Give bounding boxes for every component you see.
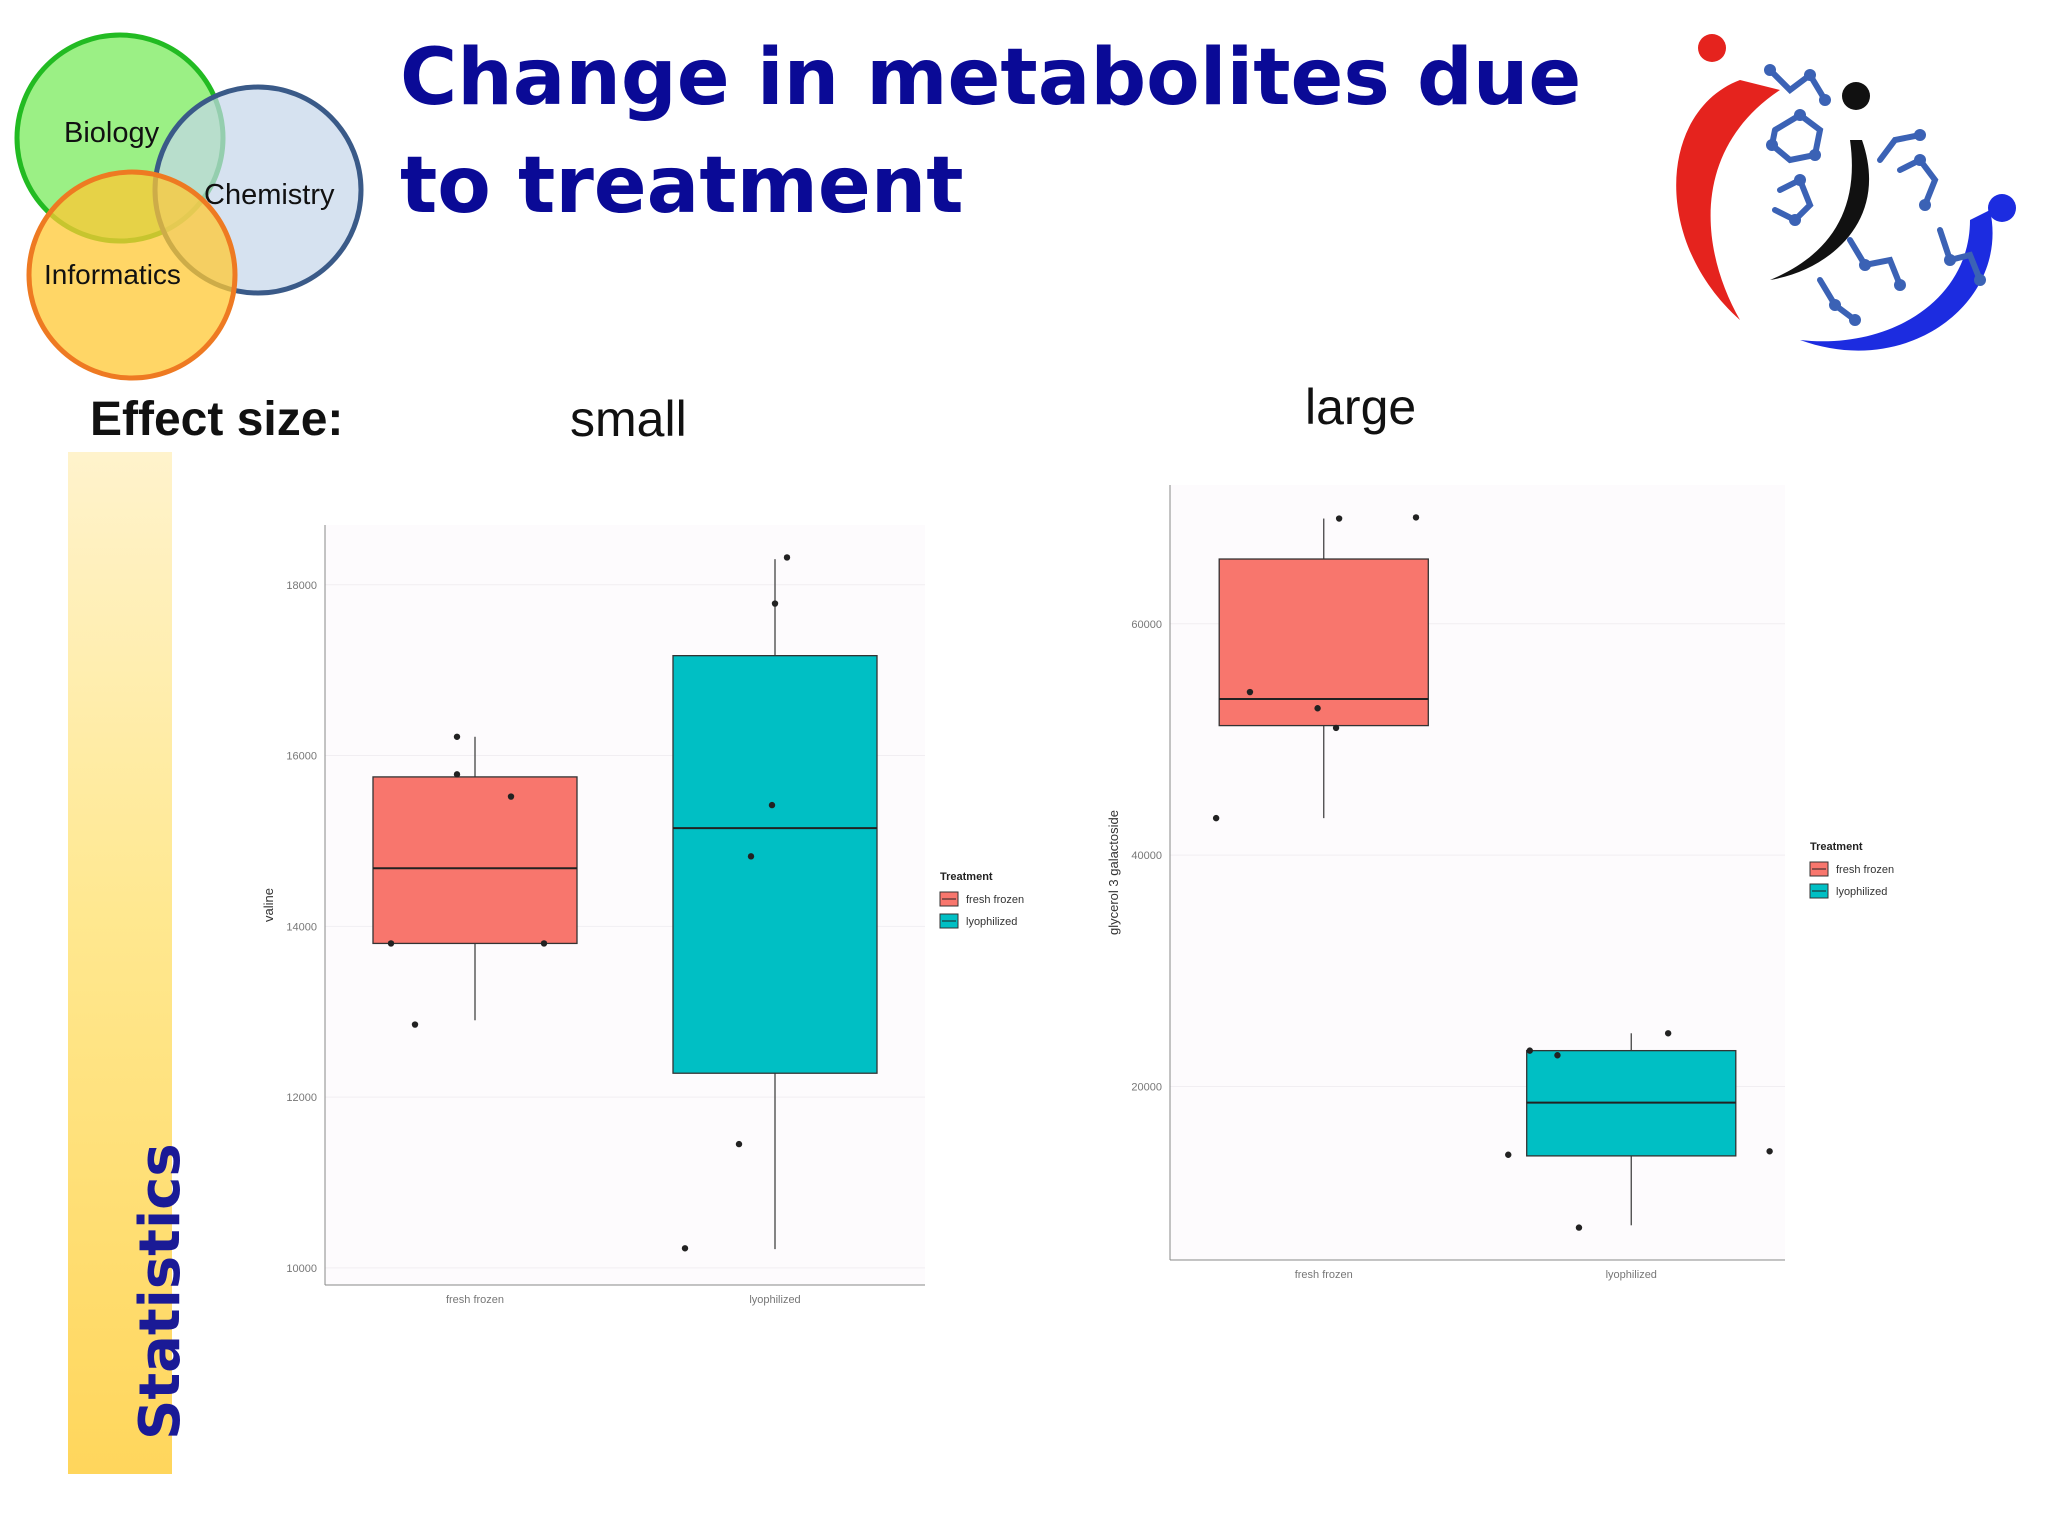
effect-size-label: Effect size:: [90, 393, 344, 446]
y-tick-label: 16000: [286, 751, 317, 763]
data-point: [1412, 514, 1420, 521]
venn-label-chemistry: Chemistry: [204, 179, 335, 211]
statistics-label: Statistics: [128, 1143, 193, 1440]
venn-label-biology: Biology: [64, 117, 160, 149]
slide-title: Change in metabolites due to treatment: [400, 33, 1582, 231]
data-point: [1526, 1047, 1533, 1054]
data-point: [1314, 705, 1321, 712]
data-point: [1335, 515, 1343, 522]
legend-entry: fresh frozen: [966, 894, 1024, 906]
chart-glycerol-galactoside: 20000 40000 60000 glycerol 3 galactoside fre…: [1100, 470, 2020, 1290]
legend-title: Treatment: [1810, 841, 1863, 853]
x-tick-label: fresh frozen: [1295, 1269, 1353, 1281]
molecule-logo: [1676, 34, 2016, 351]
data-point: [540, 940, 548, 947]
data-point: [1212, 814, 1220, 822]
data-point: [735, 1140, 743, 1148]
y-tick-label: 14000: [286, 921, 317, 933]
y-axis-label: valine: [261, 888, 276, 922]
data-point: [1505, 1151, 1512, 1158]
legend-entry: fresh frozen: [1836, 864, 1894, 876]
box-fresh-frozen: [1218, 558, 1429, 727]
venn-diagram: Biology Chemistry Informatics: [14, 32, 364, 381]
data-point: [1766, 1148, 1773, 1155]
data-point: [783, 554, 791, 561]
effect-size-small: small: [570, 391, 687, 447]
data-point: [453, 733, 461, 740]
venn-circle-informatics: [26, 169, 238, 381]
data-point: [771, 600, 779, 607]
y-axis-label: glycerol 3 galactoside: [1106, 810, 1121, 935]
data-point: [411, 1021, 419, 1028]
y-tick-label: 10000: [286, 1263, 317, 1275]
box-fresh-frozen: [372, 776, 578, 945]
y-tick-label: 12000: [286, 1092, 317, 1104]
data-point: [507, 793, 515, 800]
data-point: [747, 853, 755, 860]
venn-label-informatics: Informatics: [44, 259, 181, 290]
y-tick-label: 60000: [1131, 619, 1162, 631]
data-point: [1246, 688, 1254, 696]
chart-svg: 10000 12000 14000 16000 18000 valine fresh fro…: [261, 525, 1024, 1306]
box-lyophilized: [672, 655, 878, 1074]
effect-size-large: large: [1305, 379, 1417, 435]
data-point: [1554, 1052, 1561, 1059]
data-point: [387, 940, 395, 947]
data-point: [1332, 724, 1340, 732]
x-tick-label: fresh frozen: [446, 1294, 504, 1306]
y-tick-label: 18000: [286, 580, 317, 592]
data-point: [768, 801, 776, 809]
legend-title: Treatment: [940, 871, 993, 883]
x-tick-label: lyophilized: [749, 1294, 800, 1306]
y-tick-label: 40000: [1131, 850, 1162, 862]
statistics-sidebar: [68, 452, 172, 1474]
legend-entry: lyophilized: [1836, 886, 1887, 898]
data-point: [1664, 1030, 1672, 1037]
chart-valine: 10000 12000 14000 16000 18000 valine fresh fro…: [250, 500, 1110, 1320]
legend-entry: lyophilized: [966, 916, 1017, 928]
x-tick-label: lyophilized: [1606, 1269, 1657, 1281]
y-tick-label: 20000: [1131, 1081, 1162, 1093]
data-point: [681, 1245, 689, 1252]
data-point: [453, 771, 461, 778]
chart-svg: 20000 40000 60000 glycerol 3 galactoside fre…: [1106, 485, 1894, 1281]
data-point: [1575, 1224, 1583, 1231]
